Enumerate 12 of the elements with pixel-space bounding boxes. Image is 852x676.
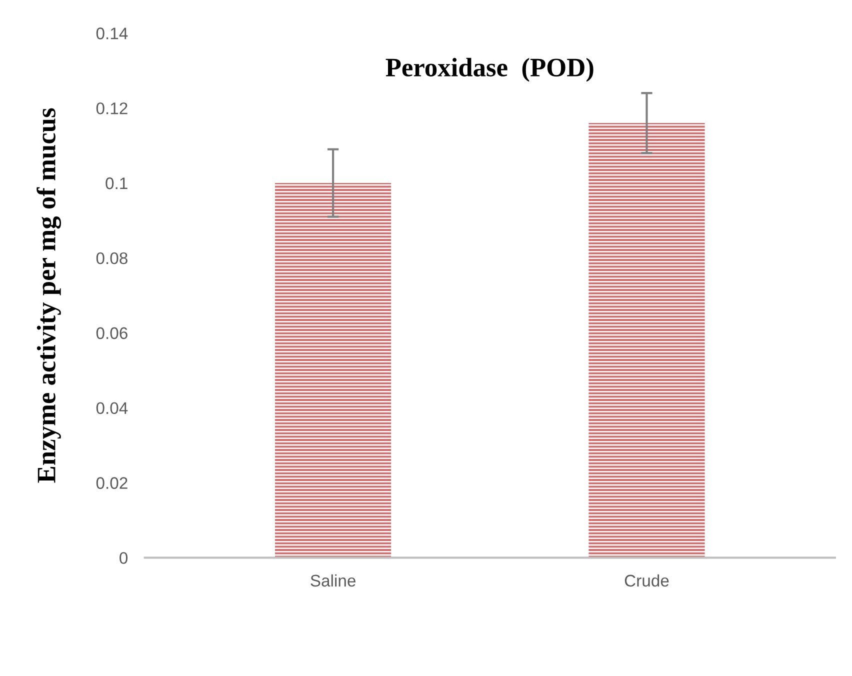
x-tick-label: Crude bbox=[624, 574, 669, 587]
x-tick-label: Saline bbox=[310, 574, 356, 587]
y-tick-label: 0 bbox=[120, 552, 128, 564]
y-tick-label: 0.04 bbox=[96, 402, 128, 414]
y-tick-label: 0.1 bbox=[106, 177, 128, 190]
y-axis-title: Enzyme activity per mg of mucus bbox=[36, 108, 62, 483]
y-tick-label: 0.14 bbox=[96, 28, 128, 40]
y-tick-label: 0.06 bbox=[96, 327, 128, 340]
y-tick-label: 0.02 bbox=[96, 477, 128, 489]
y-tick-label: 0.12 bbox=[96, 102, 128, 114]
text: Peroxidase (POD) bbox=[386, 58, 594, 82]
y-tick-label: 0.08 bbox=[96, 252, 128, 264]
